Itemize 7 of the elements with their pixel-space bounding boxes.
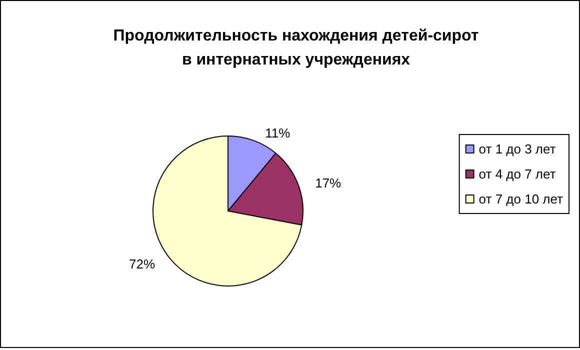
data-label: 11% bbox=[265, 125, 291, 140]
chart-title: Продолжительность нахождения детей-сирот в интернатных учреждениях bbox=[113, 28, 479, 68]
legend-label: от 4 до 7 лет bbox=[478, 166, 556, 182]
data-label: 72% bbox=[129, 256, 156, 272]
legend-label: от 1 до 3 лет bbox=[478, 142, 556, 156]
legend-label: от 7 до 10 лет bbox=[478, 192, 564, 206]
data-label: 17% bbox=[315, 175, 342, 190]
